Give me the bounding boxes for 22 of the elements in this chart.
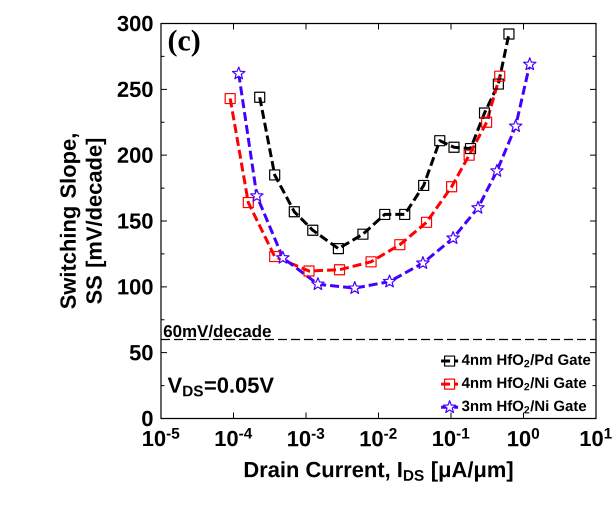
annotation: (c) bbox=[168, 30, 200, 57]
y-tick-label: 150 bbox=[118, 213, 153, 229]
legend-label: 3nm HfO$_{2}$/Ni Gate bbox=[462, 400, 586, 414]
x-tick-label: 10$^{-5}$ bbox=[143, 428, 180, 446]
y-tick-label: 50 bbox=[130, 344, 153, 360]
x-tick-label: 10$^{-2}$ bbox=[360, 428, 397, 446]
y-tick-label: 250 bbox=[118, 82, 153, 98]
y-tick-label: 300 bbox=[117, 16, 153, 32]
x-axis-title: Drain Current, I$_{DS}$ [μA/μm] bbox=[244, 461, 512, 482]
legend-label: 4nm HfO$_{2}$/Pd Gate bbox=[462, 354, 590, 368]
annotation: V$_{DS}$=0.05V bbox=[168, 377, 274, 396]
x-tick-label: 10$^{1}$ bbox=[580, 428, 612, 446]
x-tick-label: 10$^{-3}$ bbox=[288, 428, 324, 446]
x-tick-label: 10$^{0}$ bbox=[508, 428, 540, 446]
x-tick-label: 10$^{-4}$ bbox=[216, 428, 252, 446]
y-axis-title: Switching Slope, SS [mV/decade] bbox=[60, 134, 106, 309]
y-tick-label: 200 bbox=[118, 147, 153, 163]
x-tick-label: 10$^{-1}$ bbox=[433, 428, 470, 446]
y-tick-label: 0 bbox=[142, 410, 153, 426]
ref-line-label: 60mV/decade bbox=[164, 324, 271, 338]
y-tick-label: 100 bbox=[118, 279, 153, 295]
legend-label: 4nm HfO$_{2}$/Ni Gate bbox=[462, 377, 586, 390]
